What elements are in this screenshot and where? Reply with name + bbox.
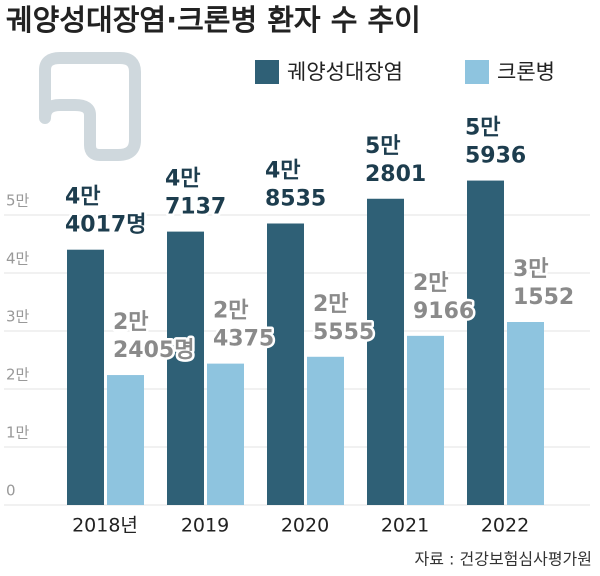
legend-swatch	[255, 60, 279, 84]
bar	[207, 363, 244, 505]
y-tick-label: 2만	[6, 366, 30, 384]
x-tick-label: 2019	[181, 515, 229, 537]
y-tick-label: 3만	[6, 308, 30, 326]
value-label-line: 2만	[213, 299, 249, 324]
value-label-line: 2만	[313, 292, 349, 317]
x-tick-label: 2020	[281, 515, 329, 537]
value-label-line: 2만	[413, 271, 449, 296]
source: 자료 : 건강보험심사평가원	[415, 550, 592, 569]
bar	[167, 231, 204, 505]
value-label: 5만 5936	[465, 116, 526, 169]
value-label-line: 4만	[265, 158, 301, 183]
value-label-line: 2801	[365, 162, 426, 187]
value-label-line: 4만	[165, 167, 201, 192]
value-label-line: 5만	[365, 134, 401, 159]
value-label-line: 3만	[513, 257, 549, 282]
value-label: 2만 2405명	[113, 310, 194, 363]
legend-label: 궤양성대장염	[287, 60, 403, 84]
value-label: 2만 4375	[213, 299, 274, 352]
value-label: 4만 7137	[165, 167, 226, 220]
value-label-line: 2만	[113, 310, 149, 335]
value-label-line: 5555	[313, 320, 374, 345]
value-label: 4만 8535	[265, 158, 326, 211]
value-label-line: 2405명	[113, 338, 194, 363]
y-tick-label: 0	[6, 482, 16, 500]
value-label-line: 4375	[213, 327, 274, 352]
value-label-line: 5만	[465, 116, 501, 141]
value-label-line: 9166	[413, 299, 474, 324]
y-tick-label: 1만	[6, 424, 30, 442]
y-tick-label: 5만	[6, 192, 30, 210]
y-tick-label: 4만	[6, 250, 30, 268]
bar	[107, 375, 144, 505]
bar	[67, 249, 104, 505]
value-label-line: 7137	[165, 195, 226, 220]
bar	[367, 198, 404, 505]
value-label-line: 4만	[65, 185, 101, 210]
legend-swatch	[465, 60, 489, 84]
value-label-line: 4017명	[65, 213, 146, 238]
intestine-icon	[39, 52, 141, 161]
legend-label: 크론병	[497, 60, 555, 84]
x-tick-label: 2021	[381, 515, 429, 537]
value-label: 3만 1552	[513, 257, 574, 310]
bar	[407, 335, 444, 505]
value-label: 2만 5555	[313, 292, 374, 345]
bar	[507, 321, 544, 505]
value-label-line: 8535	[265, 186, 326, 211]
chart-title: 궤양성대장염·크론병 환자 수 추이	[6, 3, 421, 37]
bar	[467, 180, 504, 505]
x-tick-label: 2022	[481, 515, 529, 537]
value-label: 4만 4017명	[65, 185, 146, 238]
value-label: 2만 9166	[413, 271, 474, 324]
value-label-line: 1552	[513, 285, 574, 310]
bar	[267, 223, 304, 505]
bar	[307, 356, 344, 505]
value-label: 5만 2801	[365, 134, 426, 187]
value-label-line: 5936	[465, 144, 526, 169]
x-tick-label: 2018년	[72, 515, 138, 537]
